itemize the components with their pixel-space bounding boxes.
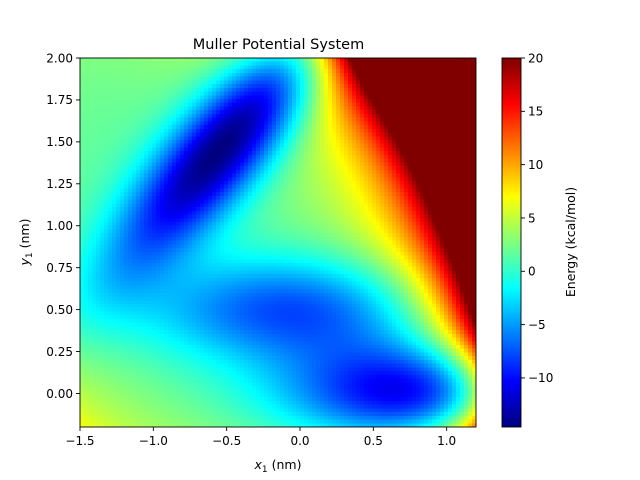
colorbar: −10 −5 0 5 10 15 20 Energy (kcal/mol) bbox=[501, 51, 578, 428]
colorbar-gradient bbox=[502, 58, 521, 427]
plot-frame bbox=[79, 57, 477, 428]
colorbar-tick-label: 10 bbox=[528, 158, 543, 172]
x-axis-ticks: −1.5 −1.0 −0.5 0.0 0.5 1.0 bbox=[65, 427, 456, 448]
x-tick-label: −0.5 bbox=[212, 434, 241, 448]
y-tick-label: 1.50 bbox=[46, 135, 73, 149]
colorbar-frame bbox=[501, 57, 522, 428]
x-tick-label: 0.0 bbox=[290, 434, 309, 448]
y-tick-label: 2.00 bbox=[46, 51, 73, 65]
y-tick-label: 0.00 bbox=[46, 387, 73, 401]
heatmap bbox=[80, 58, 476, 427]
colorbar-tick-label: 0 bbox=[528, 265, 536, 279]
x-axis-label: x1 (nm) bbox=[254, 457, 302, 475]
x-tick-label: 1.0 bbox=[437, 434, 456, 448]
colorbar-label: Energy (kcal/mol) bbox=[563, 187, 578, 297]
colorbar-tick-label: 15 bbox=[528, 105, 543, 119]
colorbar-ticks: −10 −5 0 5 10 15 20 bbox=[521, 51, 553, 385]
y-axis-ticks: 0.00 0.25 0.50 0.75 1.00 1.25 1.50 1.75 2.00 bbox=[46, 51, 80, 401]
y-tick-label: 1.25 bbox=[46, 177, 73, 191]
x-tick-label: −1.0 bbox=[139, 434, 168, 448]
x-tick-label: −1.5 bbox=[65, 434, 94, 448]
y-axis-label: y1 (nm) bbox=[17, 219, 35, 267]
y-tick-label: 0.25 bbox=[46, 345, 73, 359]
y-tick-label: 1.00 bbox=[46, 219, 73, 233]
y-tick-label: 1.75 bbox=[46, 93, 73, 107]
y-tick-label: 0.75 bbox=[46, 261, 73, 275]
colorbar-tick-label: 20 bbox=[528, 51, 543, 65]
chart-title: Muller Potential System bbox=[193, 37, 364, 53]
energy-heatmap-image bbox=[80, 58, 476, 427]
colorbar-tick-label: −5 bbox=[528, 318, 546, 332]
y-tick-label: 0.50 bbox=[46, 303, 73, 317]
colorbar-tick-label: 5 bbox=[528, 211, 536, 225]
colorbar-tick-label: −10 bbox=[528, 371, 553, 385]
x-tick-label: 0.5 bbox=[364, 434, 383, 448]
